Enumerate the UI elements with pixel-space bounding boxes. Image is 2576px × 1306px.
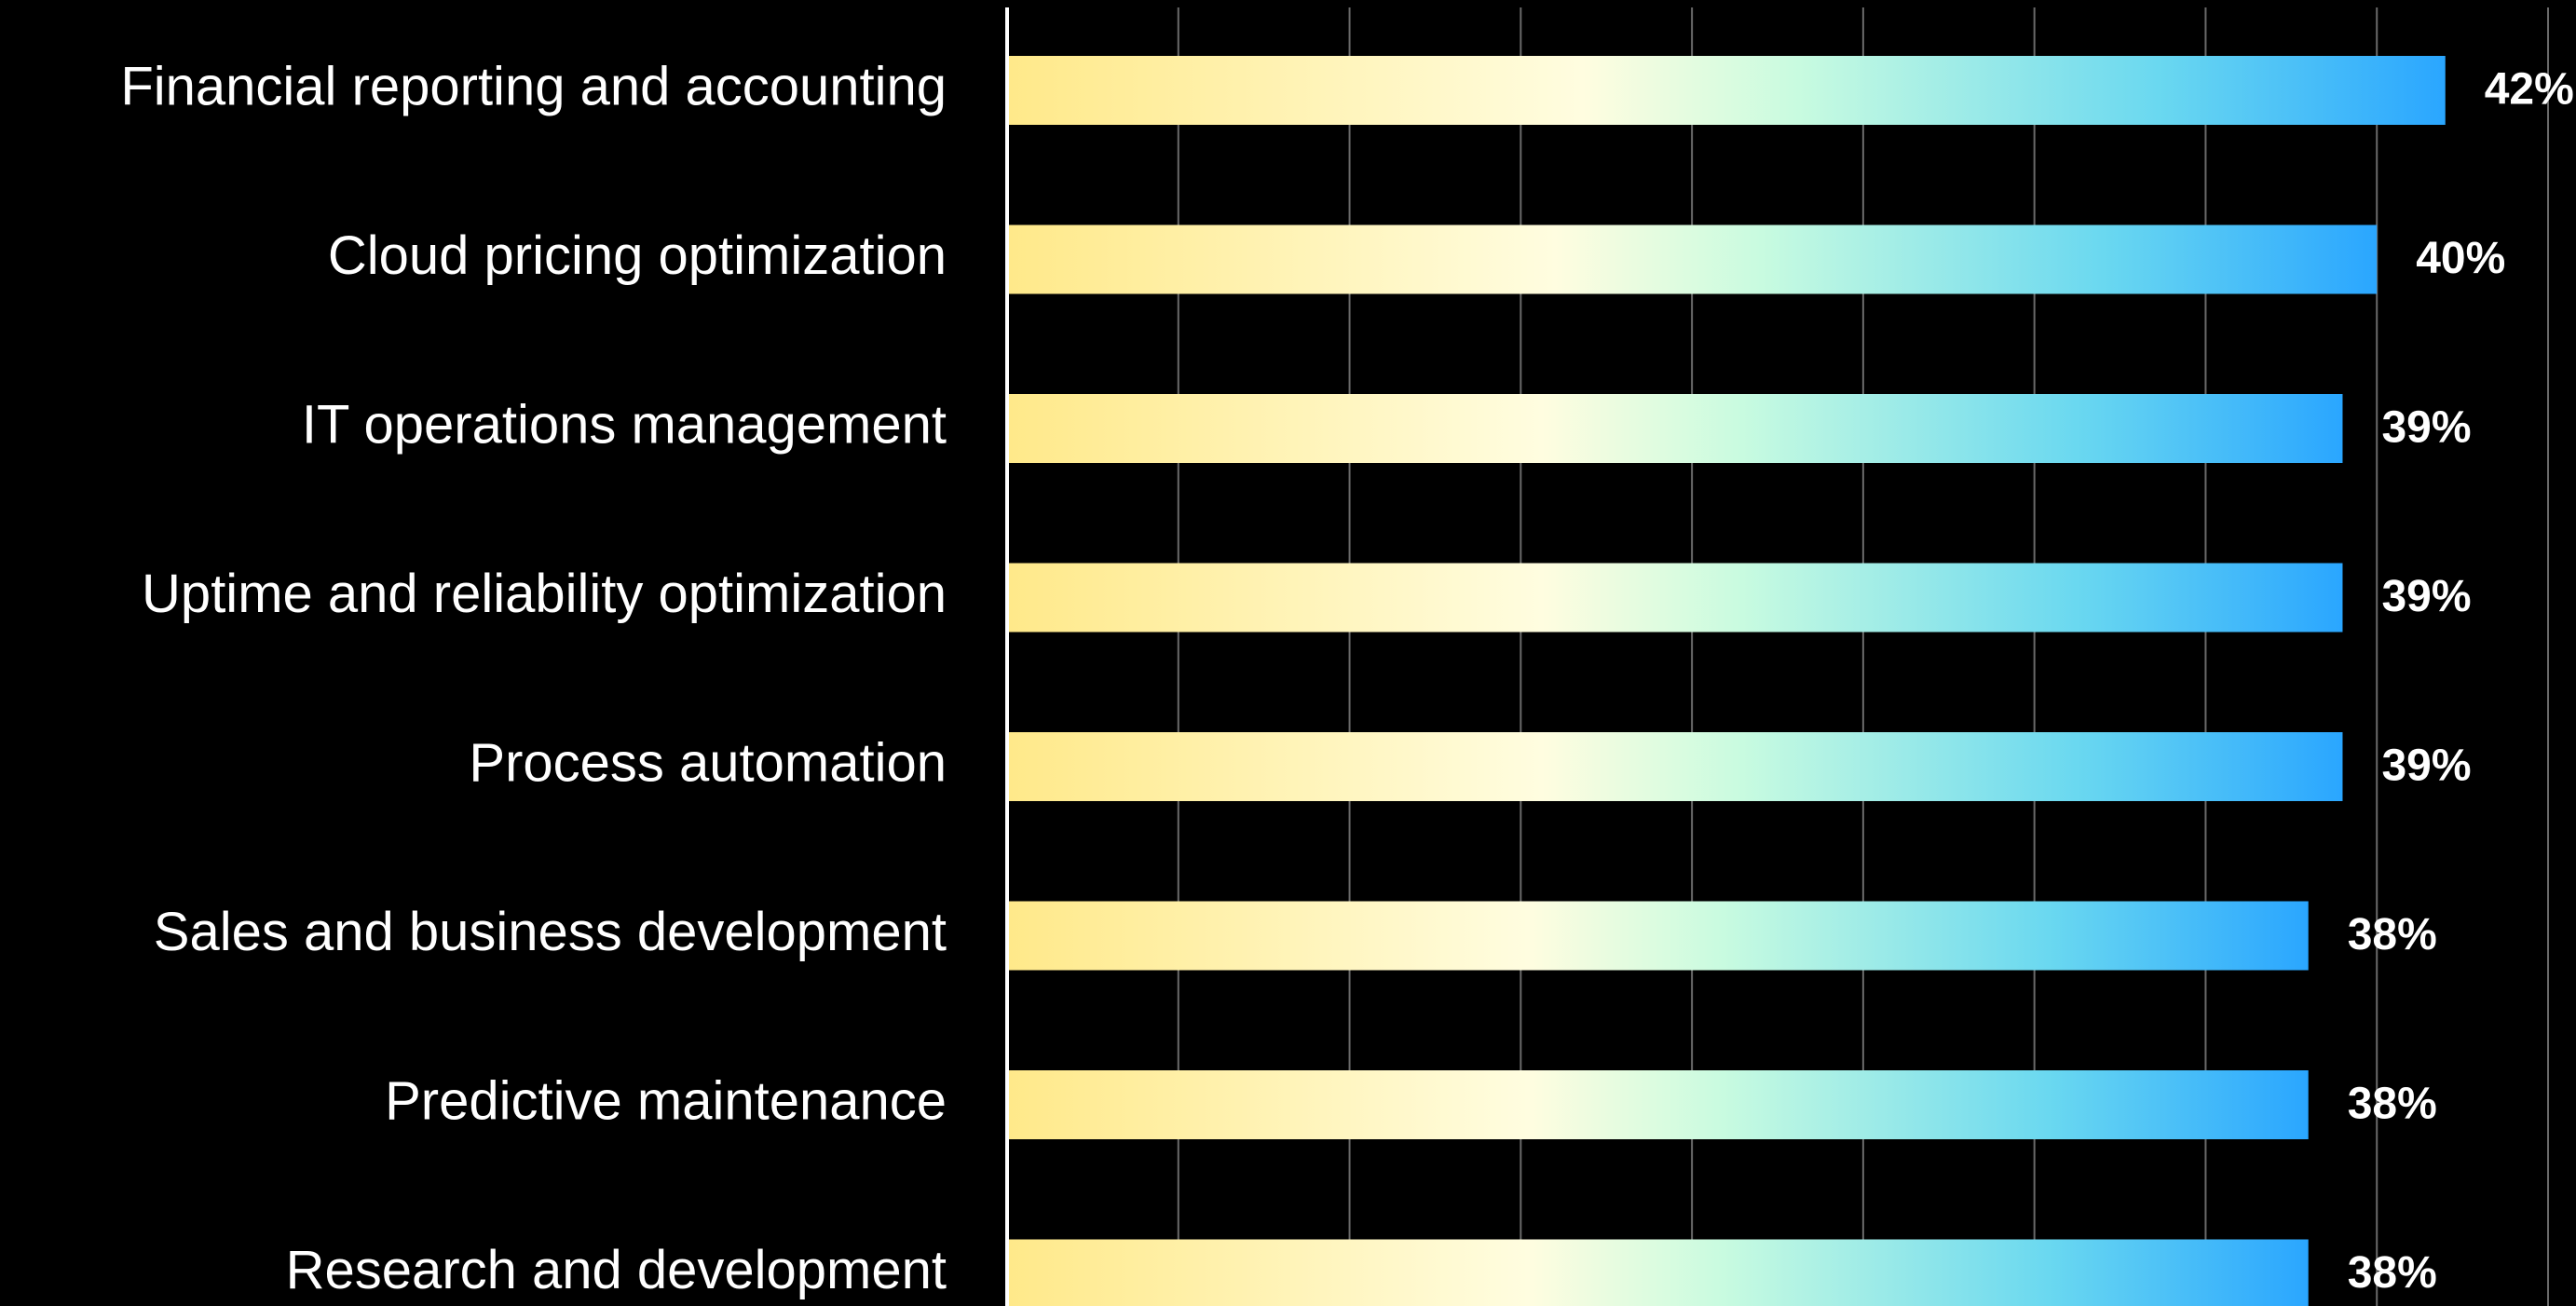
category-label: IT operations management — [302, 394, 947, 455]
value-label: 38% — [2348, 1248, 2437, 1298]
bar — [1009, 224, 2378, 294]
category-label: Sales and business development — [154, 902, 947, 962]
category-label: Process automation — [469, 732, 947, 793]
category-label: Research and development — [286, 1240, 947, 1300]
category-label: Predictive maintenance — [385, 1070, 947, 1131]
value-label: 38% — [2348, 1080, 2437, 1129]
category-label: Uptime and reliability optimization — [142, 564, 947, 624]
value-label: 39% — [2381, 403, 2471, 453]
value-label: 40% — [2416, 234, 2505, 283]
bar — [1009, 1070, 2309, 1139]
bar — [1009, 56, 2446, 125]
bar — [1009, 901, 2309, 971]
value-label: 38% — [2348, 910, 2437, 959]
value-label: 39% — [2381, 741, 2471, 791]
bar — [1009, 563, 2343, 633]
bar — [1009, 732, 2343, 801]
value-label: 39% — [2381, 572, 2471, 621]
category-label: Cloud pricing optimization — [328, 225, 947, 286]
bar — [1009, 394, 2343, 463]
value-label: 42% — [2485, 65, 2574, 115]
bar — [1009, 1239, 2309, 1306]
category-label: Financial reporting and accounting — [120, 56, 947, 116]
